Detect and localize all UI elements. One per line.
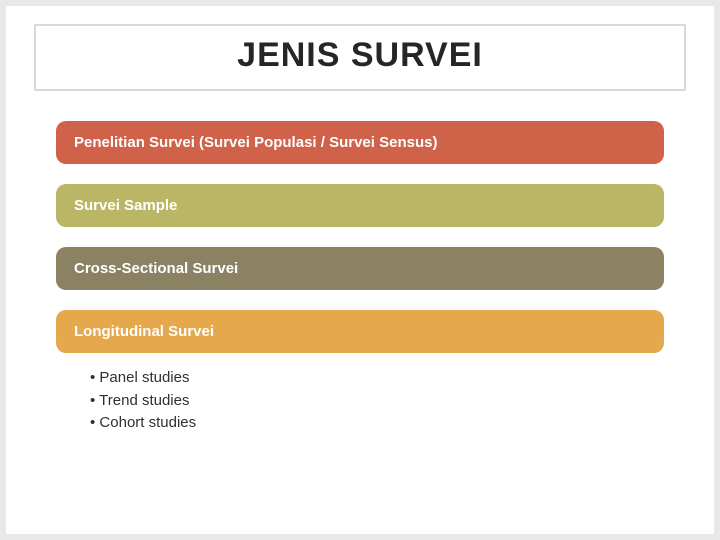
sublist: Panel studies Trend studies Cohort studi… <box>90 367 664 435</box>
slide: JENIS SURVEI Penelitian Survei (Survei P… <box>6 6 714 534</box>
bar-item: Cross-Sectional Survei <box>56 247 664 290</box>
title-container: JENIS SURVEI <box>34 24 686 91</box>
bar-item: Penelitian Survei (Survei Populasi / Sur… <box>56 121 664 164</box>
bar-item: Survei Sample <box>56 184 664 227</box>
list-item: Cohort studies <box>90 412 664 435</box>
bar-item: Longitudinal Survei <box>56 310 664 353</box>
list-item: Panel studies <box>90 367 664 390</box>
content-area: Penelitian Survei (Survei Populasi / Sur… <box>56 121 664 435</box>
page-title: JENIS SURVEI <box>36 36 684 75</box>
list-item: Trend studies <box>90 390 664 413</box>
